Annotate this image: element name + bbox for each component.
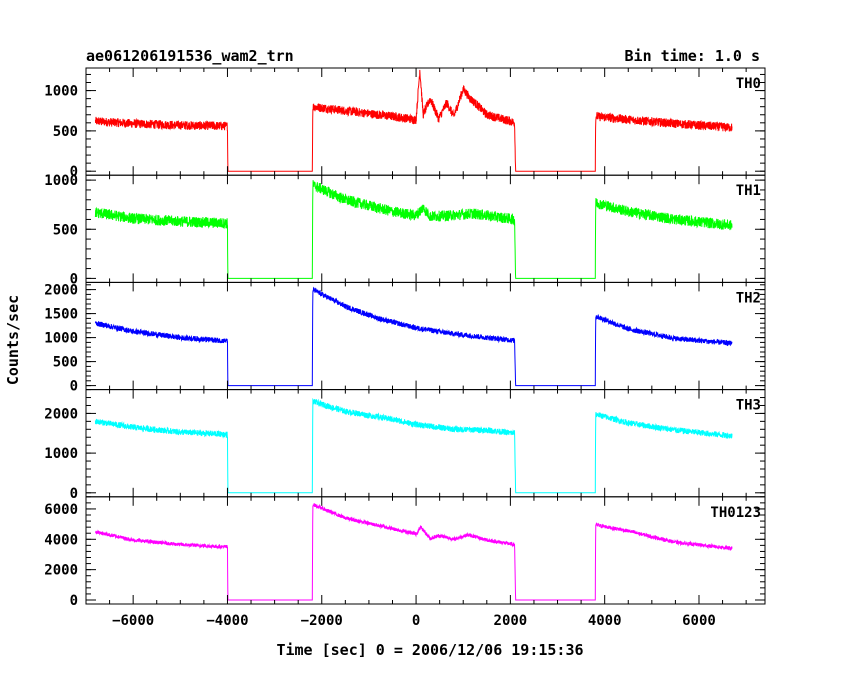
y-axis-title: Counts/sec <box>4 295 22 385</box>
y-tick-label-th0: 0 <box>70 164 78 180</box>
x-axis: −6000 −4000 −2000 0 2000 4000 6000 <box>112 613 716 629</box>
y-tick-label-th1: 1000 <box>44 173 78 189</box>
y-tick-label-th3: 0 <box>70 486 78 502</box>
x-tick-label: −6000 <box>112 613 154 629</box>
y-tick-label-th2: 1500 <box>44 307 78 323</box>
y-tick-label-th1: 0 <box>70 271 78 287</box>
panels: 0 500 1000 TH0 0 500 1000 TH1 0 500 1000 1500 2000 TH… <box>44 67 766 609</box>
series-line-th1 <box>94 180 733 279</box>
y-tick-label-th3: 2000 <box>44 406 78 422</box>
y-tick-label-th0123: 2000 <box>44 563 78 579</box>
panel-label-th2: TH2 <box>736 290 761 306</box>
y-tick-label-th1: 500 <box>53 222 78 238</box>
x-axis-title: Time [sec] 0 = 2006/12/06 19:15:36 <box>276 641 583 659</box>
bin-time-label: Bin time: 1.0 s <box>625 47 760 65</box>
x-tick-label: 4000 <box>588 613 622 629</box>
panel-th1: 0 500 1000 TH1 <box>44 173 766 287</box>
series-line-th0123 <box>95 503 733 601</box>
x-tick-label: 0 <box>412 613 420 629</box>
figure-title: ae061206191536_wam2_trn <box>86 47 294 65</box>
series-line-th3 <box>94 397 733 494</box>
x-tick-label: −2000 <box>301 613 343 629</box>
y-tick-label-th2: 1000 <box>44 331 78 347</box>
x-tick-label: −4000 <box>206 613 248 629</box>
panel-label-th1: TH1 <box>736 183 761 199</box>
panel-frame-th0123 <box>85 496 766 605</box>
y-tick-label-th2: 500 <box>53 355 78 371</box>
x-tick-label: 2000 <box>494 613 528 629</box>
panel-th0: 0 500 1000 TH0 <box>44 67 766 180</box>
panel-label-th0123: TH0123 <box>710 505 761 521</box>
series-line-th2 <box>94 286 733 387</box>
y-tick-label-th0123: 0 <box>70 593 78 609</box>
panel-th2: 0 500 1000 1500 2000 TH2 <box>44 281 766 395</box>
x-tick-label: 6000 <box>682 613 716 629</box>
y-tick-label-th2: 0 <box>70 379 78 395</box>
panel-label-th3: TH3 <box>736 398 761 414</box>
y-tick-label-th0123: 6000 <box>44 502 78 518</box>
panel-frame-th1 <box>85 174 766 283</box>
panel-frame-th3 <box>85 389 766 498</box>
y-tick-label-th0: 500 <box>53 124 78 140</box>
series-line-th0 <box>94 69 733 172</box>
y-tick-label-th3: 1000 <box>44 446 78 462</box>
y-tick-label-th0123: 4000 <box>44 532 78 548</box>
panel-label-th0: TH0 <box>736 76 761 92</box>
y-tick-label-th2: 2000 <box>44 283 78 299</box>
panel-th3: 0 1000 2000 TH3 <box>44 389 766 502</box>
panel-th0123: 0 2000 4000 6000 TH0123 <box>44 496 766 609</box>
y-tick-label-th0: 1000 <box>44 84 78 100</box>
